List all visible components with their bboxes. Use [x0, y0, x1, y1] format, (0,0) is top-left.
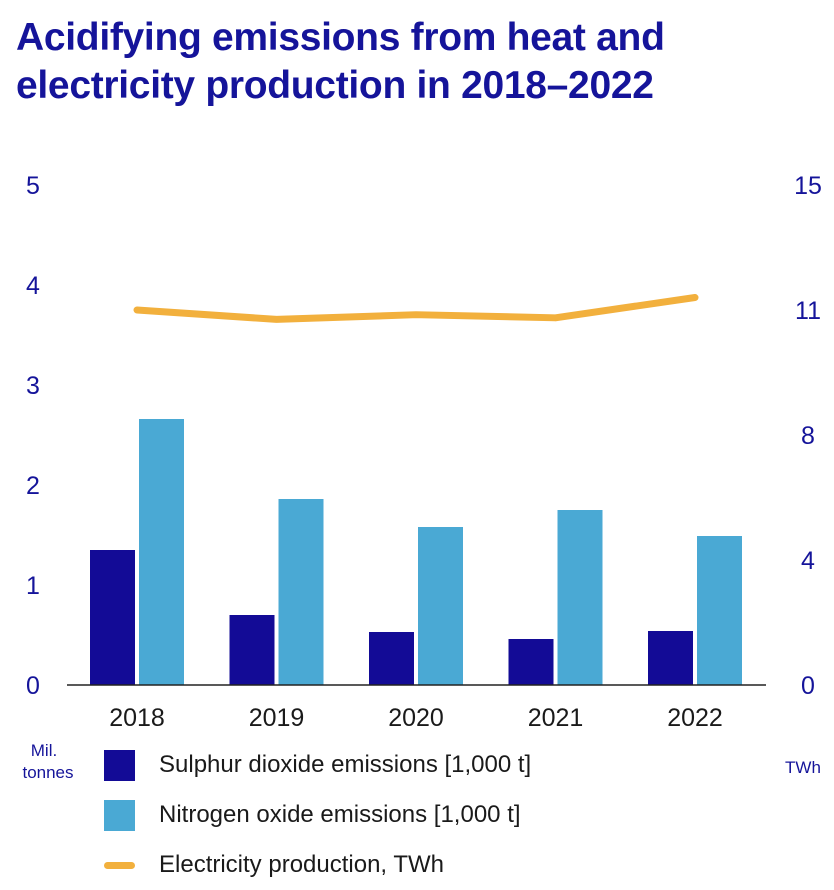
left-axis-label: Mil. tonnes: [22, 741, 73, 782]
right-tick-label: 0: [801, 672, 815, 700]
x-tick-label: 2018: [109, 704, 165, 732]
bar-sulphur: [90, 550, 135, 685]
legend-swatch-electricity: [104, 861, 135, 869]
legend-label-sulphur: Sulphur dioxide emissions [1,000 t]: [159, 751, 532, 778]
right-tick-label: 4: [801, 547, 815, 575]
chart-legend: Sulphur dioxide emissions [1,000 t] Nitr…: [104, 740, 531, 890]
bar-nitrogen: [278, 499, 324, 685]
legend-item-electricity: Electricity production, TWh: [104, 840, 531, 890]
bar-nitrogen: [697, 536, 742, 685]
right-tick-label: 8: [801, 422, 815, 450]
x-tick-label: 2019: [249, 704, 305, 732]
legend-label-nitrogen: Nitrogen oxide emissions [1,000 t]: [159, 801, 521, 828]
bar-sulphur: [229, 615, 275, 685]
right-tick-label: 15: [794, 172, 822, 200]
bar-sulphur: [648, 631, 693, 685]
line-electricity: [133, 294, 699, 323]
legend-swatch-sulphur: [104, 749, 135, 781]
legend-item-nitrogen: Nitrogen oxide emissions [1,000 t]: [104, 790, 531, 840]
legend-swatch-nitrogen: [104, 799, 135, 831]
legend-label-electricity: Electricity production, TWh: [159, 851, 444, 878]
left-tick-label: 4: [26, 272, 40, 300]
left-tick-label: 5: [26, 172, 40, 200]
bar-nitrogen: [418, 527, 463, 685]
left-tick-label: 1: [26, 572, 40, 600]
x-tick-label: 2020: [388, 704, 444, 732]
right-axis-label: TWh: [785, 758, 821, 777]
legend-item-sulphur: Sulphur dioxide emissions [1,000 t]: [104, 740, 531, 790]
bar-sulphur: [508, 639, 554, 685]
left-tick-label: 0: [26, 672, 40, 700]
bar-nitrogen: [557, 510, 603, 685]
bar-sulphur: [369, 632, 414, 685]
bar-nitrogen: [139, 419, 184, 685]
x-tick-label: 2022: [667, 704, 723, 732]
x-tick-label: 2021: [528, 704, 584, 732]
left-tick-label: 2: [26, 472, 40, 500]
right-tick-label: 11: [795, 297, 821, 325]
left-tick-label: 3: [26, 372, 40, 400]
chart-title: Acidifying emissions from heat and elect…: [16, 16, 665, 107]
